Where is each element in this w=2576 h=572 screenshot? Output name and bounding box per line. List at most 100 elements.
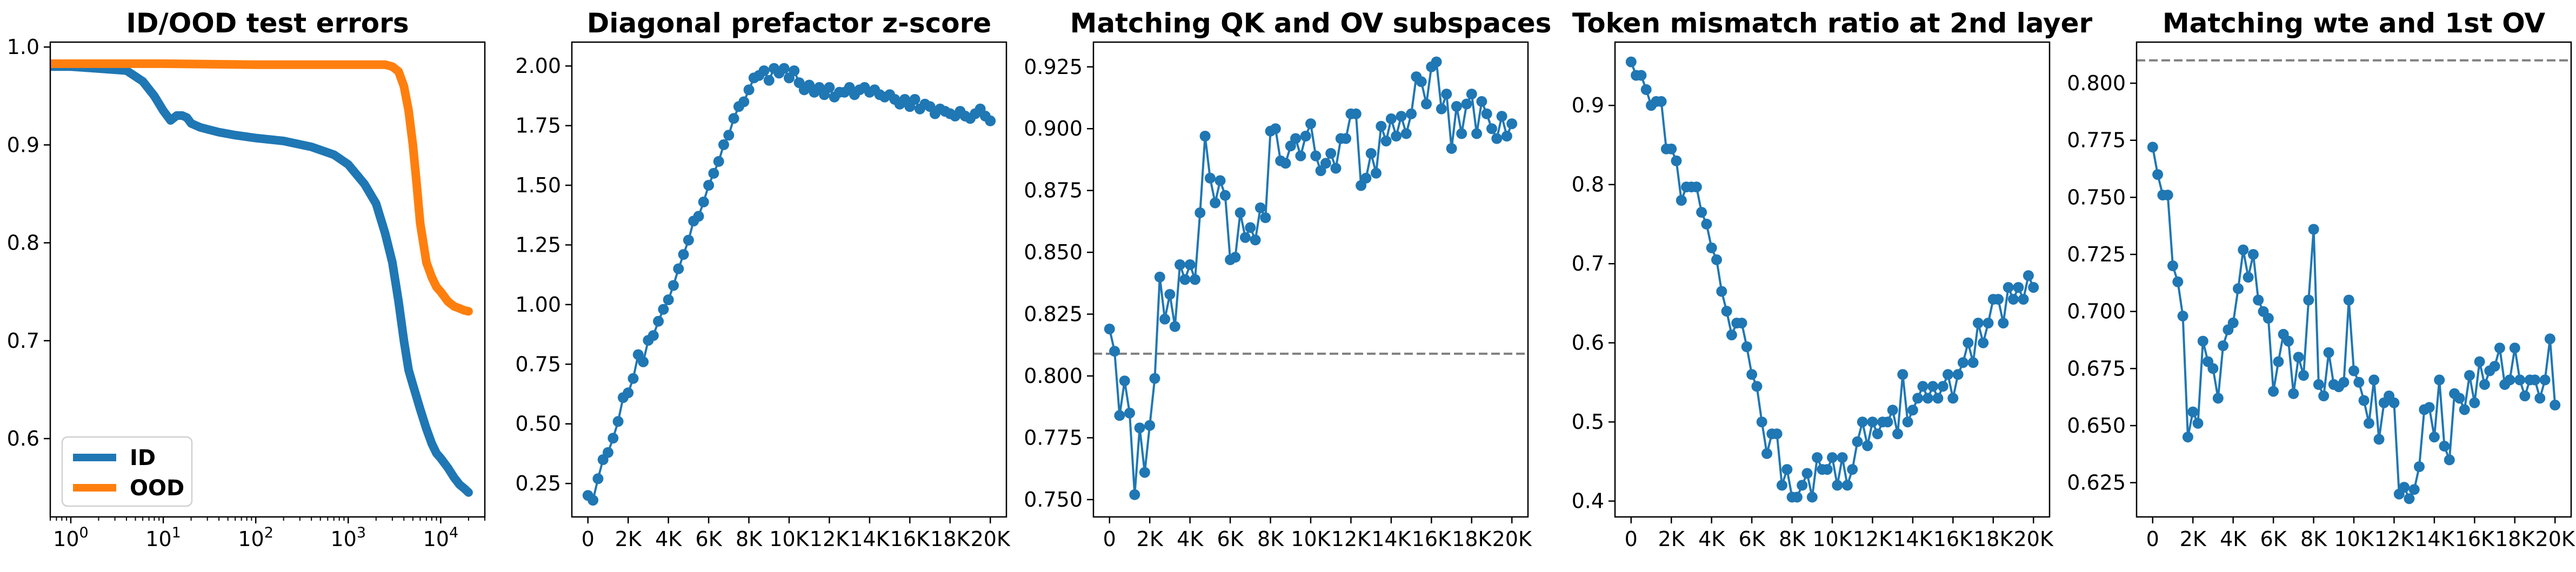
data-point [1456,128,1467,139]
x-tick-label: 0 [582,527,595,551]
data-point [2459,404,2470,415]
data-point [1481,108,1492,119]
data-point [1295,150,1306,161]
data-point [2013,282,2024,293]
data-point [1640,84,1652,95]
y-tick-label: 0.750 [1024,488,1083,512]
data-point [1791,492,1803,503]
data-point [1671,155,1682,166]
data-point [1260,212,1271,223]
x-tick-label: 8K [2300,527,2327,551]
data-point [1219,190,1231,201]
data-point [1892,428,1903,440]
data-point [985,115,996,126]
data-point [1506,118,1518,130]
data-point [1300,131,1311,142]
data-point [1837,452,1848,463]
x-tick-label: 104 [423,524,459,551]
data-point [663,294,674,305]
y-tick-label: 0.775 [2067,129,2126,152]
data-point [1476,96,1487,107]
data-point [1496,111,1507,122]
y-tick-label: 0.25 [515,472,561,495]
data-point [1169,321,1180,332]
x-tick-label: 12K [1853,527,1893,551]
data-point [2318,391,2330,401]
data-point [2162,190,2173,201]
data-point [1746,369,1758,380]
data-point [2023,270,2034,281]
y-tick-label: 1.50 [515,173,561,197]
data-point [1761,448,1772,459]
data-point [1320,158,1331,169]
x-tick-label: 18K [930,527,970,551]
chart-panel-4: Token mismatch ratio at 2nd layer 0.4 0.5 0… [1572,8,2093,551]
x-tick-label: 20K [1492,527,1532,551]
data-point [2218,340,2229,352]
data-point [638,356,649,367]
data-point [743,84,755,96]
data-point [1882,416,1893,428]
data-point [1821,464,1833,475]
data-point [1917,381,1928,392]
x-tick-label: 10K [769,527,809,551]
data-point [2439,441,2450,452]
x-tick-label: 14K [1893,527,1933,551]
chart-panel-3: Matching QK and OV subspaces 0.750 0.775 0.… [1024,8,1551,551]
data-point [2008,294,2019,305]
data-point [2514,374,2526,386]
data-point [1164,289,1176,300]
data-point [1451,101,1462,112]
x-tick-label: 16K [1933,527,1973,551]
data-point [1501,131,1512,142]
x-tick-label: 6K [1739,527,1766,551]
chart-title: Matching wte and 1st OV [2163,8,2546,39]
data-point [1114,410,1125,421]
data-point [2509,342,2520,354]
x-tick-label: 0 [1625,527,1638,551]
x-tick-label: 4K [2220,527,2247,551]
y-tick-label: 0.800 [2067,71,2126,95]
data-point [1330,163,1342,174]
data-point [1711,254,1722,265]
data-point [2519,391,2531,401]
data-point [2288,388,2299,399]
x-tick-label: 16K [890,527,930,551]
data-point [1350,108,1362,119]
data-point [1471,128,1483,139]
data-point [1436,103,1447,115]
data-point [1872,428,1883,440]
data-point [1756,416,1767,428]
data-point [2182,432,2193,443]
data-point [1154,271,1165,282]
x-tick-label: 8K [1257,527,1284,551]
axes-frame [49,41,486,518]
data-point [1741,341,1752,352]
data-point [763,75,775,86]
data-point [612,416,624,427]
data-point [2323,347,2334,358]
data-point [1736,318,1747,329]
data-point [2388,397,2400,408]
data-point [1666,143,1677,154]
data-point [2227,317,2239,328]
data-point [1978,337,1989,348]
data-point [2243,272,2254,283]
data-point [1149,373,1160,384]
data-point [1250,234,1261,246]
data-point [1214,175,1226,186]
data-point [2363,418,2374,429]
data-point [1305,118,1316,130]
data-point [2358,395,2370,406]
y-tick-label: 0.8 [7,231,39,255]
data-point [1801,468,1813,479]
x-tick-label: 20K [971,527,1011,551]
data-point [2018,294,2029,305]
data-point [2474,356,2485,367]
y-tick-label: 0.50 [515,412,561,436]
data-point [1897,369,1908,380]
data-point [2408,484,2420,495]
data-point [2534,393,2546,404]
